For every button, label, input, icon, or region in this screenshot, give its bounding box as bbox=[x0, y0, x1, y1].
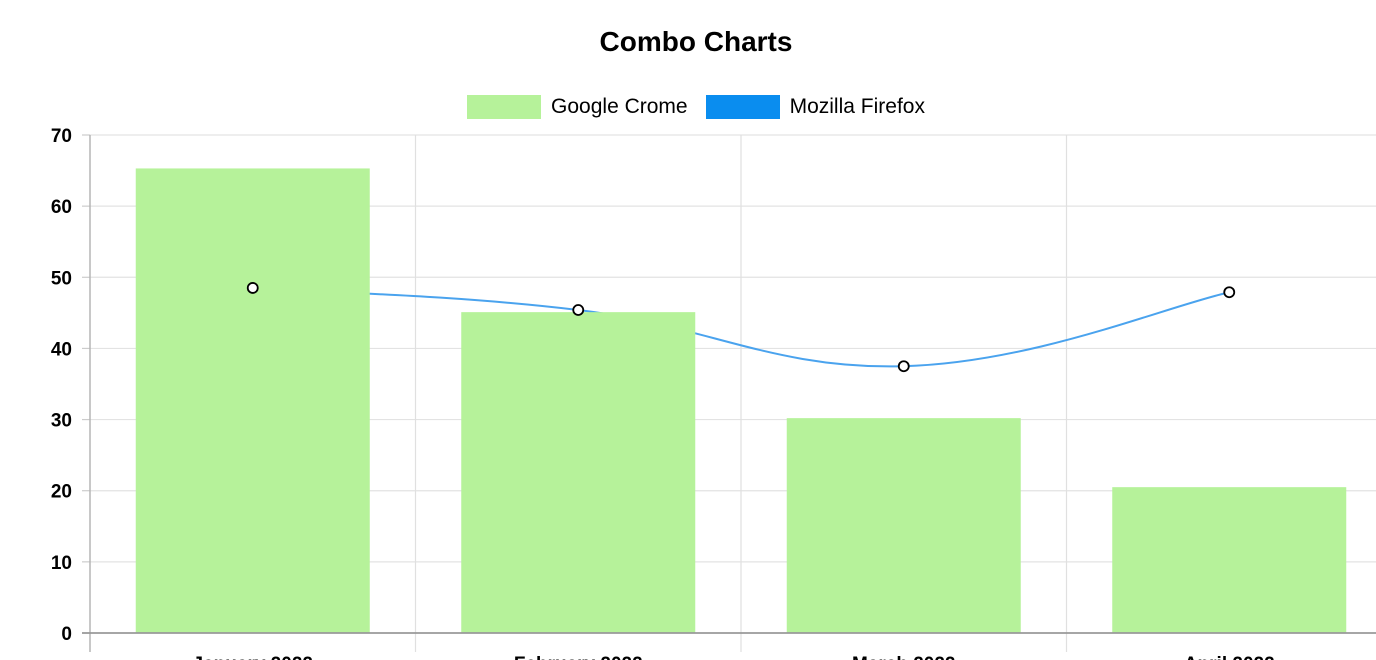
y-tick-label: 60 bbox=[51, 197, 72, 218]
point-mozilla-firefox[interactable] bbox=[572, 304, 585, 316]
line-mozilla-firefox bbox=[252, 286, 1230, 368]
y-tick-label: 40 bbox=[51, 339, 72, 360]
y-tick-label: 50 bbox=[51, 268, 72, 289]
legend-swatch-mozilla-firefox bbox=[705, 95, 780, 119]
y-tick-label: 30 bbox=[51, 411, 72, 432]
bar-google-crome[interactable] bbox=[461, 312, 696, 633]
y-tick-label: 10 bbox=[51, 553, 72, 574]
chart-title: Combo Charts bbox=[599, 26, 793, 57]
point-mozilla-firefox[interactable] bbox=[246, 282, 259, 294]
legend-item-mozilla-firefox[interactable]: Mozilla Firefox bbox=[705, 95, 925, 119]
x-tick-label: January 2022 bbox=[193, 654, 313, 660]
bar-google-crome[interactable] bbox=[135, 168, 370, 634]
chart-legend: Google Crome Mozilla Firefox bbox=[0, 95, 1376, 119]
legend-item-google-crome[interactable]: Google Crome bbox=[467, 95, 688, 119]
y-tick-label: 0 bbox=[61, 624, 72, 645]
legend-label-mozilla-firefox: Mozilla Firefox bbox=[789, 95, 925, 118]
bar-google-crome[interactable] bbox=[786, 418, 1021, 633]
point-mozilla-firefox[interactable] bbox=[1223, 286, 1236, 299]
y-tick-label: 70 bbox=[51, 126, 72, 147]
legend-swatch-google-crome bbox=[467, 95, 542, 119]
x-tick-label: March 2022 bbox=[852, 654, 956, 660]
y-tick-label: 20 bbox=[51, 482, 72, 503]
x-tick-label: April 2022 bbox=[1184, 654, 1275, 660]
legend-label-google-crome: Google Crome bbox=[551, 95, 688, 118]
bar-google-crome[interactable] bbox=[1112, 487, 1347, 633]
x-tick-label: February 2022 bbox=[514, 654, 643, 660]
point-mozilla-firefox[interactable] bbox=[897, 360, 910, 373]
